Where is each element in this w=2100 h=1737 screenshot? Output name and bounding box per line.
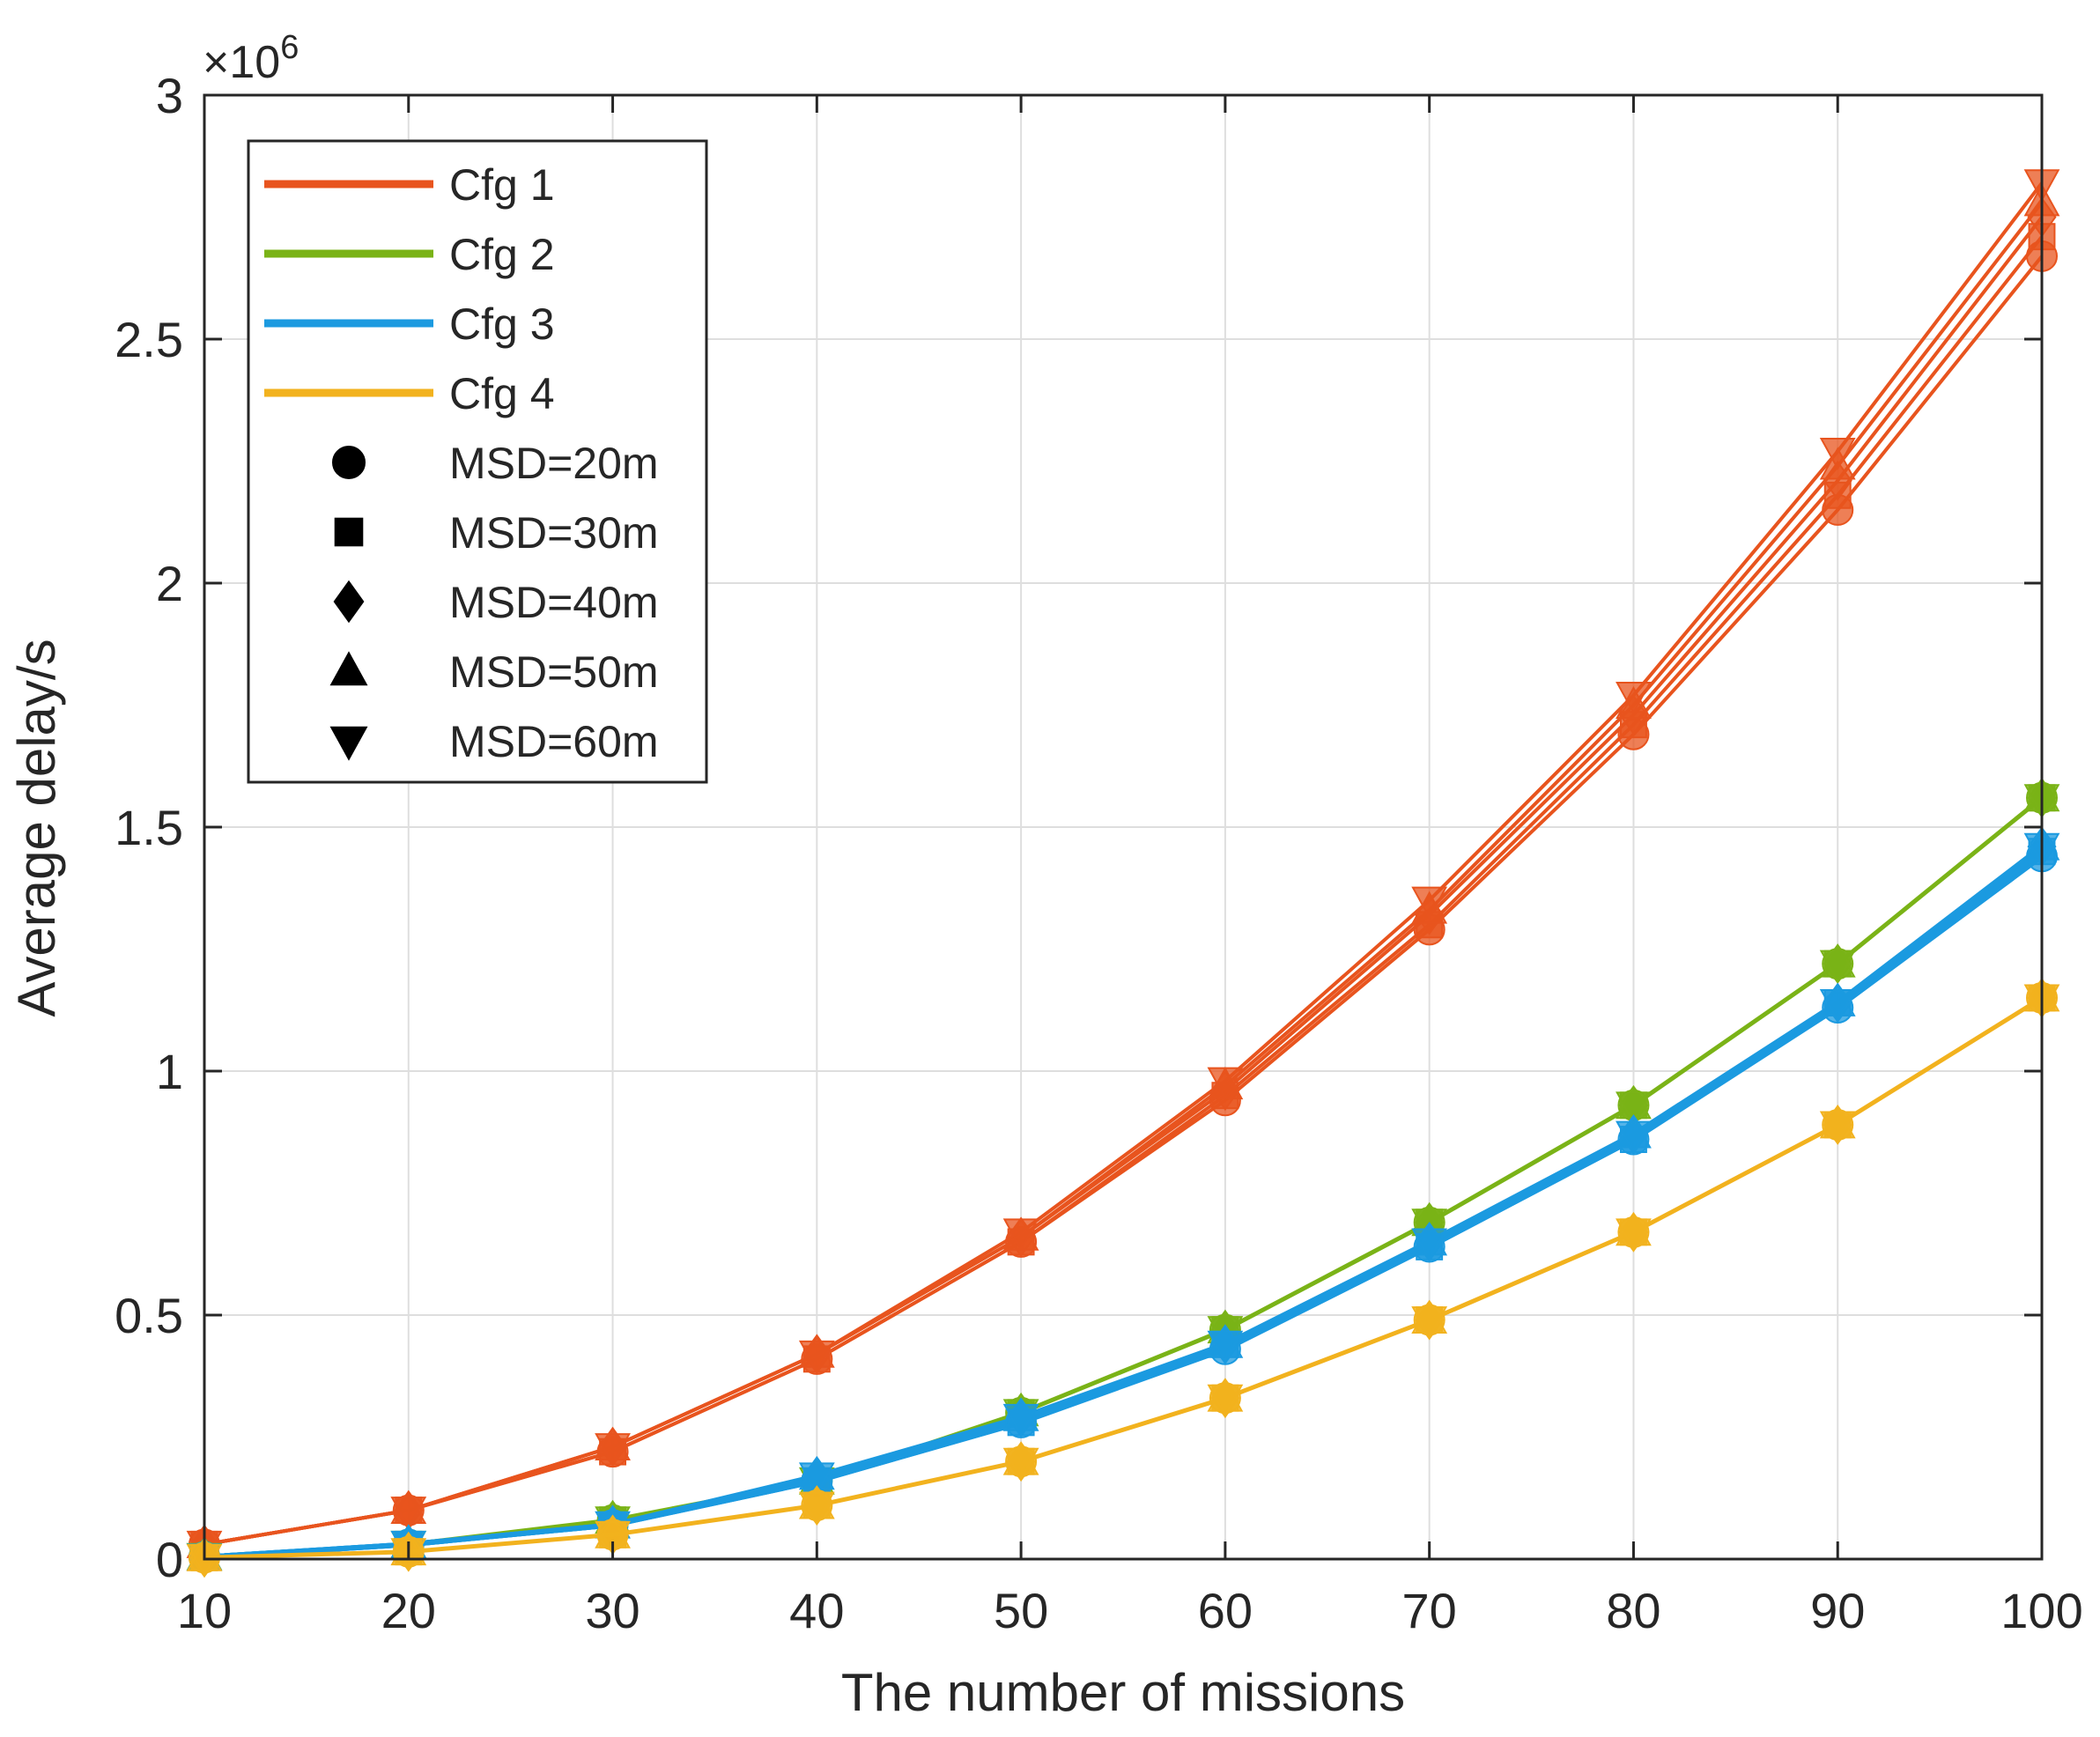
series-line xyxy=(203,235,2044,1547)
x-axis: 10 20 30 40 50 60 70 80 90 100 xyxy=(177,95,2083,1638)
legend-label: Cfg 2 xyxy=(449,230,555,279)
legend-label: Cfg 4 xyxy=(449,369,555,418)
legend-marker-triangle-up xyxy=(329,651,368,686)
legend-entry: Cfg 2 xyxy=(264,230,555,279)
y-tick-label: 2.5 xyxy=(115,312,183,367)
x-tick-label: 50 xyxy=(994,1583,1048,1638)
data-point xyxy=(1819,437,1856,471)
y-axis-label: Average delay/s xyxy=(7,639,66,1016)
legend-entry: Cfg 1 xyxy=(264,160,555,210)
data-point xyxy=(1207,1384,1244,1417)
legend-box xyxy=(247,139,708,784)
data-point xyxy=(1819,988,1856,1023)
legend-label: MSD=30m xyxy=(449,508,659,558)
y-tick-label: 0 xyxy=(156,1532,183,1587)
legend-entry: MSD=20m xyxy=(332,439,659,488)
legend-entry: MSD=40m xyxy=(333,578,659,627)
x-tick-label: 10 xyxy=(177,1583,232,1638)
legend-entry: Cfg 3 xyxy=(264,299,555,349)
legend-marker-circle xyxy=(332,446,366,479)
data-point xyxy=(1002,1447,1039,1481)
legend-label: MSD=40m xyxy=(449,578,659,627)
data-point xyxy=(798,1340,835,1373)
legend-marker-square xyxy=(334,517,364,547)
legend-label: Cfg 1 xyxy=(449,160,555,210)
data-point xyxy=(1616,1120,1652,1154)
x-tick-label: 60 xyxy=(1198,1583,1253,1638)
x-tick-label: 80 xyxy=(1606,1583,1660,1638)
legend-label: MSD=60m xyxy=(449,717,659,766)
legend-label: Cfg 3 xyxy=(449,299,555,349)
data-point xyxy=(595,1433,631,1467)
x-axis-label: The number of missions xyxy=(841,1663,1405,1722)
data-point xyxy=(1411,886,1448,920)
series-cfg-1 xyxy=(186,169,2060,1565)
data-point xyxy=(1819,1111,1856,1144)
legend-entry: MSD=30m xyxy=(334,508,659,558)
y-tick-label: 1 xyxy=(156,1044,183,1099)
legend-entry: MSD=60m xyxy=(329,717,659,766)
series-line xyxy=(203,844,2044,1560)
series-layer xyxy=(186,169,2060,1578)
data-point xyxy=(1002,1403,1039,1437)
y-axis: 0 0.5 1 1.5 2 2.5 3 xyxy=(115,68,2042,1587)
legend-marker-triangle-down xyxy=(329,726,368,761)
data-point xyxy=(390,1497,427,1530)
y-tick-label: 2 xyxy=(156,556,183,611)
x-tick-label: 100 xyxy=(2000,1583,2082,1638)
legend: Cfg 1 Cfg 2 Cfg 3 Cfg 4 MSD=20m MSD=30m MSD=40… xyxy=(247,139,708,784)
data-point xyxy=(798,1491,835,1525)
x-tick-label: 90 xyxy=(1810,1583,1865,1638)
legend-label: MSD=50m xyxy=(449,647,659,697)
x-tick-label: 40 xyxy=(789,1583,844,1638)
data-point xyxy=(1411,1228,1448,1261)
y-tick-label: 3 xyxy=(156,68,183,123)
data-point xyxy=(1002,1218,1039,1252)
series-line xyxy=(203,995,2044,1560)
x-tick-label: 30 xyxy=(585,1583,640,1638)
data-point xyxy=(1207,1330,1244,1364)
data-point xyxy=(1819,950,1856,983)
y-tick-label: 0.5 xyxy=(115,1288,183,1343)
series-line xyxy=(203,181,2044,1547)
data-point xyxy=(595,1520,631,1554)
x-tick-label: 70 xyxy=(1402,1583,1457,1638)
legend-label: MSD=20m xyxy=(449,439,659,488)
legend-entry: Cfg 4 xyxy=(264,369,555,418)
data-point xyxy=(1207,1067,1244,1100)
x-tick-label: 20 xyxy=(381,1583,436,1638)
data-point xyxy=(1616,1091,1652,1125)
data-point xyxy=(1411,1306,1448,1340)
data-point xyxy=(1616,1218,1652,1252)
y-tick-label: 1.5 xyxy=(115,800,183,855)
legend-entry: MSD=50m xyxy=(329,647,659,697)
legend-marker-diamond xyxy=(333,580,365,624)
data-point xyxy=(798,1462,835,1496)
y-multiplier: ×106 xyxy=(203,29,299,88)
data-point xyxy=(1616,681,1652,715)
